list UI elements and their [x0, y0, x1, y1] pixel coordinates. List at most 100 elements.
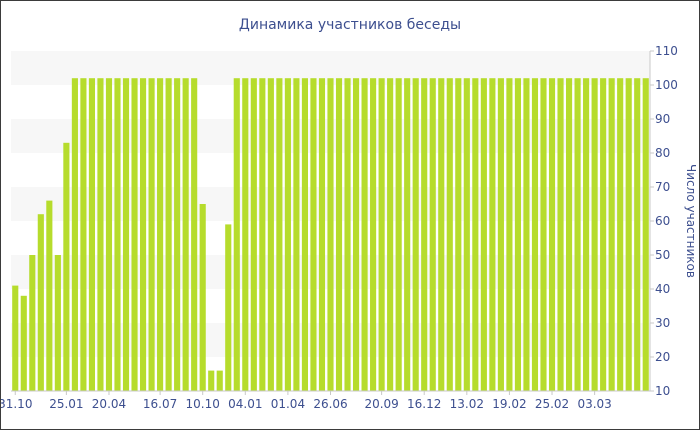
bar	[370, 78, 377, 391]
x-tick-label: 26.06	[313, 397, 347, 411]
bar	[199, 204, 206, 391]
bar	[404, 78, 411, 391]
bar	[557, 78, 564, 391]
bar	[284, 78, 291, 391]
bar	[276, 78, 283, 391]
bar	[225, 224, 232, 391]
x-tick-label: 01.04	[271, 397, 305, 411]
bar	[191, 78, 198, 391]
bar	[182, 78, 189, 391]
bar	[267, 78, 274, 391]
bar	[489, 78, 496, 391]
bar	[540, 78, 547, 391]
bar	[105, 78, 113, 391]
bar	[114, 78, 121, 391]
x-tick-label: 13.02	[450, 397, 484, 411]
x-tick-label: 10.10	[186, 397, 220, 411]
y-tick-labels: 10 20 30 40 50 60 70 80 90 100 110	[650, 44, 678, 398]
y-tick-label: 110	[655, 44, 678, 58]
x-tick-label: 25.02	[535, 397, 569, 411]
bar	[63, 142, 70, 391]
bar	[139, 78, 147, 391]
bar	[608, 78, 615, 391]
bar	[122, 78, 130, 391]
bar	[29, 255, 36, 391]
bar	[387, 78, 394, 391]
bar	[446, 78, 453, 391]
y-tick-label: 20	[655, 350, 670, 364]
bar	[293, 78, 300, 391]
bar	[506, 78, 513, 391]
bar	[88, 78, 95, 391]
x-tick-labels: 31.10 25.01 20.04 16.07 10.10 04.01 01.04 26.06…	[1, 391, 612, 411]
x-tick-label: 25.01	[49, 397, 83, 411]
bar	[148, 78, 155, 391]
bar	[310, 78, 317, 391]
bar	[71, 78, 78, 391]
y-axis-label: Число участников	[684, 164, 698, 278]
bar	[565, 78, 573, 391]
bar	[12, 285, 19, 391]
bar	[242, 78, 249, 391]
y-tick-label: 40	[655, 282, 670, 296]
bar	[421, 78, 428, 391]
bar	[37, 214, 44, 391]
bar	[54, 255, 61, 391]
bar	[259, 78, 266, 391]
y-tick-label: 60	[655, 214, 670, 228]
bar	[216, 370, 223, 391]
bar	[174, 78, 181, 391]
x-tick-label: 31.10	[1, 397, 32, 411]
bar	[438, 78, 445, 391]
bar	[301, 78, 308, 391]
y-tick-label: 50	[655, 248, 670, 262]
bar	[514, 78, 521, 391]
bar	[497, 78, 504, 391]
x-tick-label: 04.01	[228, 397, 262, 411]
bar	[625, 78, 632, 391]
bar	[335, 78, 343, 391]
bars	[12, 78, 649, 391]
bar	[429, 78, 436, 391]
bar	[591, 78, 598, 391]
y-tick-label: 10	[655, 384, 670, 398]
x-tick-label: 03.03	[577, 397, 611, 411]
x-tick-label: 16.12	[407, 397, 441, 411]
bar	[157, 78, 164, 391]
bar	[131, 78, 138, 391]
bar	[634, 78, 641, 391]
bar	[233, 78, 240, 391]
bar	[250, 78, 257, 391]
bar	[344, 78, 351, 391]
bar	[455, 78, 462, 391]
bar	[548, 78, 556, 391]
y-tick-label: 30	[655, 316, 670, 330]
bar	[46, 200, 53, 391]
y-tick-label: 90	[655, 112, 670, 126]
x-tick-label: 16.07	[143, 397, 177, 411]
bar	[583, 78, 590, 391]
bar	[378, 78, 385, 391]
bar	[642, 78, 649, 391]
bar	[617, 78, 624, 391]
y-tick-label: 100	[655, 78, 678, 92]
bar	[318, 78, 326, 391]
bar	[600, 78, 607, 391]
chart-title: Динамика участников беседы	[239, 17, 461, 33]
bar	[208, 370, 215, 391]
bar	[412, 78, 419, 391]
y-tick-label: 80	[655, 146, 670, 160]
bar	[480, 78, 487, 391]
bar	[352, 78, 360, 391]
bar	[327, 78, 334, 391]
bar	[165, 78, 172, 391]
bar	[523, 78, 530, 391]
bar	[20, 295, 27, 391]
bar	[395, 78, 402, 391]
bar	[80, 78, 87, 391]
bar	[472, 78, 479, 391]
bar	[463, 78, 470, 391]
bar	[574, 78, 581, 391]
